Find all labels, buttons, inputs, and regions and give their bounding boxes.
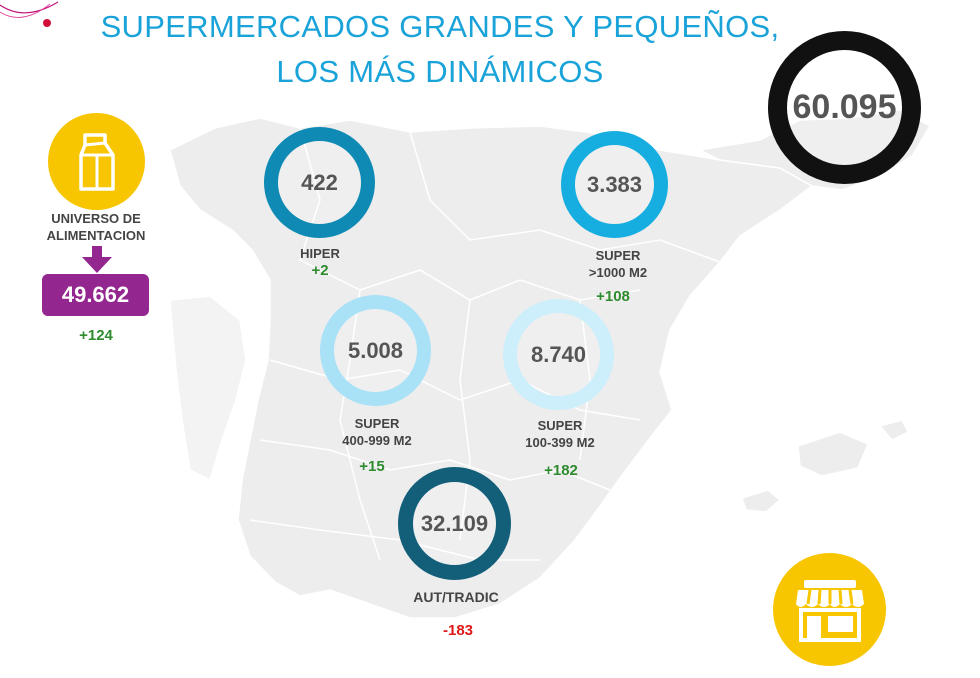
title-line-2: LOS MÁS DINÁMICOS [276,54,604,89]
hiper-delta: +2 [311,262,329,279]
milk-icon-circle [48,113,145,210]
super-1000-label: SUPER >1000 M2 [563,247,673,281]
super-400-999-label-line-1: SUPER [354,416,400,431]
super-400-999-label-line-2: 400-999 M2 [342,433,412,448]
aut-tradic-delta: -183 [442,622,474,639]
super-100-399-value: 8.740 [530,341,587,367]
aut-tradic-label-line-1: AUT/TRADIC [413,589,499,605]
super-1000-label-line-2: >1000 M2 [588,265,648,280]
super-1000-ring: 3.383 [561,131,668,238]
page-title: SUPERMERCADOS GRANDES Y PEQUEÑOS, LOS MÁ… [60,4,820,94]
universo-label-line-2: ALIMENTACION [46,228,146,243]
arrow-down-icon [82,246,112,273]
aut-tradic-ring: 32.109 [398,467,511,580]
super-400-999-label: SUPER 400-999 M2 [322,415,432,449]
store-icon-circle [773,553,886,666]
total-value: 60.095 [792,88,897,126]
universo-label: UNIVERSO DE ALIMENTACION [36,210,156,244]
total-ring: 60.095 [768,31,921,184]
hiper-label-line-1: HIPER [300,246,340,261]
title-line-1: SUPERMERCADOS GRANDES Y PEQUEÑOS, [100,9,780,44]
universo-value-box: 49.662 [42,274,149,316]
aut-tradic-label: AUT/TRADIC [396,589,516,606]
super-400-999-ring: 5.008 [320,295,431,406]
super-100-399-ring: 8.740 [503,299,614,410]
universo-delta: +124 [79,327,113,344]
super-100-399-label-line-2: 100-399 M2 [525,435,595,450]
aut-tradic-value: 32.109 [420,510,489,536]
super-1000-value: 3.383 [586,171,643,197]
super-1000-label-line-1: SUPER [595,248,641,263]
super-1000-delta: +108 [596,288,630,305]
hiper-ring: 422 [264,127,375,238]
storefront-icon [795,579,864,642]
corner-decoration [0,1,59,27]
milk-carton-icon [78,132,115,191]
super-100-399-delta: +182 [544,462,578,479]
super-100-399-label-line-1: SUPER [537,418,583,433]
super-400-999-value: 5.008 [347,337,404,363]
universo-value: 49.662 [61,282,130,307]
hiper-label: HIPER [270,245,370,262]
universo-label-line-1: UNIVERSO DE [51,211,141,226]
hiper-value: 422 [301,169,338,195]
super-100-399-label: SUPER 100-399 M2 [505,417,615,451]
super-400-999-delta: +15 [359,458,385,475]
